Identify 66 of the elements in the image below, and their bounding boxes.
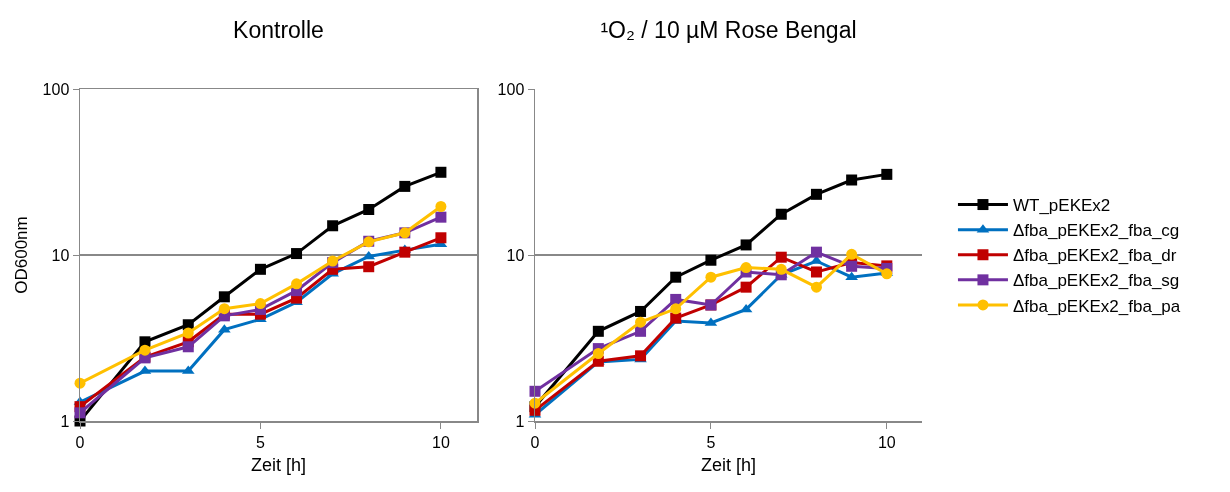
point: [670, 271, 682, 283]
legend-label: WT_pEKEx2: [1012, 196, 1111, 216]
point: [363, 203, 375, 215]
point: [775, 208, 787, 220]
point: [399, 246, 411, 258]
point: [810, 188, 822, 200]
point: [139, 344, 151, 356]
point: [846, 248, 858, 260]
point: [254, 298, 266, 310]
point: [182, 327, 194, 339]
y-tick-label: 100: [42, 80, 70, 98]
y-tick-label: 100: [497, 80, 525, 98]
legend-label: Δfba_pEKEx2_fba_sg: [1012, 271, 1180, 291]
x-tick-label: 0: [75, 433, 85, 451]
point: [291, 248, 303, 260]
point: [670, 303, 682, 315]
legend-label: Δfba_pEKEx2_fba_pa: [1012, 296, 1181, 316]
point: [291, 278, 303, 290]
point: [529, 385, 541, 397]
point: [399, 180, 411, 192]
x-tick-label: 5: [256, 433, 265, 451]
point: [435, 232, 447, 244]
point: [635, 316, 647, 328]
y-tick-label: 10: [506, 246, 525, 264]
point: [327, 220, 339, 232]
y-tick-label: 1: [515, 412, 525, 430]
point: [254, 263, 266, 275]
point: [810, 281, 822, 293]
point: [881, 168, 893, 180]
point: [775, 263, 787, 275]
point: [740, 262, 752, 274]
x-tick-label: 0: [530, 433, 540, 451]
point: [810, 246, 822, 258]
point: [881, 268, 893, 280]
point: [592, 348, 604, 360]
point: [182, 341, 194, 353]
y-tick-label: 10: [51, 246, 70, 264]
point: [592, 325, 604, 337]
legend-label: Δfba_pEKEx2_fba_cg: [1012, 221, 1180, 241]
point: [810, 266, 822, 278]
chart-title: ¹O₂ / 10 µM Rose Bengal: [600, 17, 857, 44]
point: [740, 281, 752, 293]
y-tick-label: 1: [60, 412, 70, 430]
point: [739, 303, 753, 313]
point: [435, 166, 447, 178]
point: [435, 211, 447, 223]
point: [635, 325, 647, 337]
point: [705, 271, 717, 283]
point: [218, 291, 230, 303]
point: [740, 239, 752, 251]
point: [705, 254, 717, 266]
point: [635, 305, 647, 317]
point: [775, 251, 787, 263]
point: [362, 250, 376, 260]
legend-label: Δfba_pEKEx2_fba_dr: [1012, 246, 1177, 266]
point: [218, 303, 230, 315]
x-axis-title: Zeit [h]: [250, 454, 307, 475]
point: [846, 174, 858, 186]
point: [435, 200, 447, 212]
x-tick-label: 10: [432, 433, 450, 451]
point: [363, 261, 375, 273]
chart-title: Kontrolle: [233, 17, 324, 44]
x-tick-label: 5: [706, 433, 716, 451]
y-axis-title: OD600nm: [12, 216, 32, 294]
x-tick-label: 10: [877, 433, 896, 451]
x-axis-title: Zeit [h]: [700, 454, 757, 475]
